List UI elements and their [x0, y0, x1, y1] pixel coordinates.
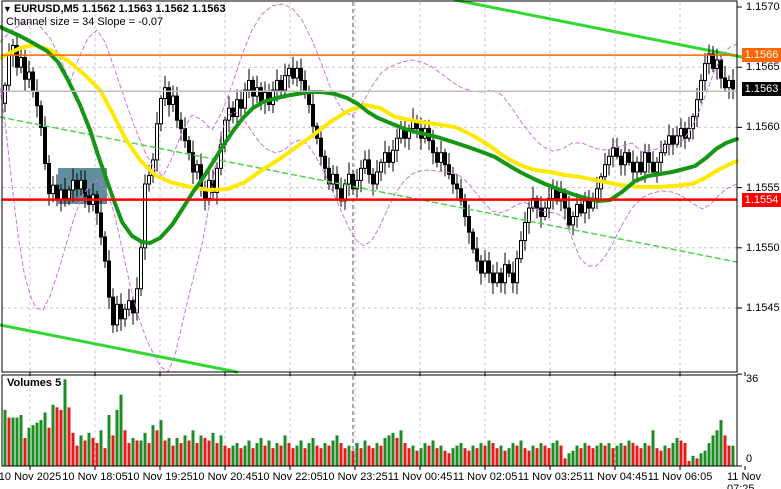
time-tick-label: 10 Nov 19:25 — [127, 471, 193, 483]
lower-level-badge: 1.1554 — [742, 192, 781, 207]
volumes-indicator-label: Volumes 5 — [7, 377, 62, 389]
time-tick-label: 11 Nov 04:45 — [582, 471, 648, 483]
time-tick-label: 11 Nov 06:05 — [647, 471, 713, 483]
time-tick-label: 11 Nov 03:25 — [517, 471, 583, 483]
volume-scale-max: 36 — [746, 373, 759, 385]
symbol-dropdown-icon[interactable]: ▼ — [3, 4, 12, 14]
price-tick-label: 1.1550 — [746, 241, 780, 254]
upper-level-badge: 1.1566 — [742, 48, 781, 63]
current-price-badge: 1.1563 — [742, 81, 781, 96]
price-tick-label: 1.1560 — [746, 121, 780, 134]
channel-indicator-label: Channel size = 34 Slope = -0.07 — [6, 16, 164, 28]
price-tick-label: 1.1555 — [746, 181, 780, 194]
time-tick-label: 10 Nov 2025 — [0, 471, 62, 483]
time-tick-label: 11 Nov 00:45 — [387, 471, 453, 483]
time-tick-label: 10 Nov 22:05 — [257, 471, 323, 483]
symbol-ohlc-label: EURUSD,M5 1.1562 1.1563 1.1562 1.1563 — [14, 3, 226, 15]
time-tick-label: 10 Nov 23:25 — [322, 471, 388, 483]
price-tick-label: 1.1570 — [746, 1, 780, 13]
price-tick-label: 1.1545 — [746, 302, 780, 314]
time-tick-label: 11 Nov 07:25 — [727, 471, 762, 489]
price-tick-label: 1.1565 — [746, 61, 780, 74]
time-tick-label: 11 Nov 02:05 — [452, 471, 518, 483]
volume-scale-min: 0 — [746, 453, 753, 465]
time-tick-label: 10 Nov 18:05 — [62, 471, 128, 483]
time-tick-label: 10 Nov 20:45 — [192, 471, 258, 483]
